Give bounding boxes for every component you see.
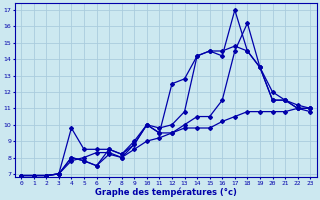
X-axis label: Graphe des températures (°c): Graphe des températures (°c) — [95, 187, 236, 197]
